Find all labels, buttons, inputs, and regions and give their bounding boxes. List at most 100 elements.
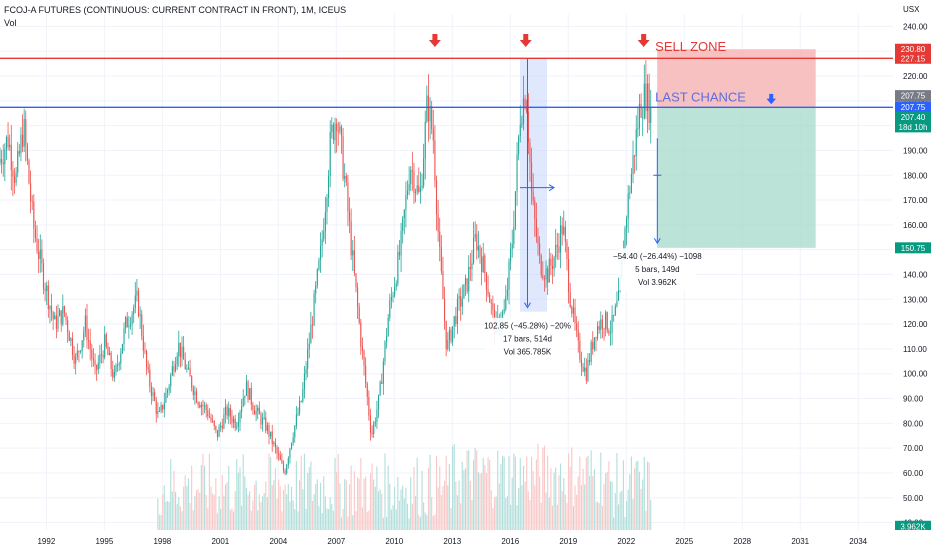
volume-bar xyxy=(287,484,289,530)
candle-body xyxy=(0,159,1,163)
volume-bar xyxy=(640,488,642,530)
candle-body xyxy=(551,265,554,270)
volume-bar xyxy=(611,481,613,530)
volume-bar xyxy=(228,465,230,530)
volume-bar xyxy=(455,481,457,530)
candle-body xyxy=(299,401,301,414)
volume-bar xyxy=(371,463,373,530)
candle-body xyxy=(300,401,302,403)
volume-indicator-label[interactable]: Vol xyxy=(4,18,17,28)
volume-bar xyxy=(344,479,346,530)
candle-body xyxy=(464,278,467,285)
candle-body xyxy=(377,394,380,410)
x-tick-label: 2007 xyxy=(327,537,345,546)
candle-body xyxy=(627,193,629,220)
candle-body xyxy=(471,263,473,270)
volume-bar xyxy=(635,461,637,530)
candle-body xyxy=(529,142,531,163)
candle-body xyxy=(348,211,351,221)
candle-body xyxy=(126,317,128,328)
candle-body xyxy=(382,361,384,384)
volume-bar xyxy=(521,485,523,530)
down-arrow-1 xyxy=(519,34,532,47)
candle-body xyxy=(510,249,512,262)
candle-body xyxy=(315,285,317,294)
volume-bar xyxy=(447,485,449,530)
volume-bar xyxy=(498,483,500,530)
candle-body xyxy=(297,413,299,415)
volume-bar xyxy=(648,462,650,530)
candle-body xyxy=(629,192,631,194)
volume-bar xyxy=(571,447,573,530)
candle-body xyxy=(588,359,591,362)
candle-body xyxy=(584,367,586,372)
volume-bar xyxy=(511,477,513,530)
candle-body xyxy=(543,278,545,280)
candle-body xyxy=(279,455,281,461)
candle-body xyxy=(568,259,570,293)
candle-body xyxy=(83,331,85,341)
candle-body xyxy=(392,295,394,297)
candle-body xyxy=(548,258,550,283)
candle-body xyxy=(316,269,318,286)
volume-bar xyxy=(266,497,268,530)
candle-body xyxy=(626,219,628,229)
candle-body xyxy=(640,103,642,118)
volume-bar xyxy=(168,501,170,530)
candle-body xyxy=(278,453,280,456)
volume-bar xyxy=(582,468,584,530)
candle-body xyxy=(569,292,571,307)
volume-bar xyxy=(650,499,652,530)
candle-body xyxy=(598,326,600,330)
candle-body xyxy=(535,219,537,238)
volume-bar xyxy=(585,457,587,530)
candle-body xyxy=(181,346,183,358)
candle-body xyxy=(595,337,597,339)
volume-bar xyxy=(292,500,294,530)
currency-label: USX xyxy=(903,5,920,14)
volume-bar xyxy=(318,506,320,530)
candle-body xyxy=(284,470,286,474)
candle-body xyxy=(444,299,446,321)
candle-body xyxy=(49,306,51,310)
volume-bar xyxy=(271,485,273,530)
volume-bar xyxy=(289,501,291,530)
candle-body xyxy=(292,437,294,443)
candle-body xyxy=(497,317,499,319)
candle-body xyxy=(105,334,107,347)
volume-bar xyxy=(513,453,515,530)
volume-bar xyxy=(268,453,270,530)
volume-bar xyxy=(418,514,420,530)
volume-bar xyxy=(321,513,323,530)
volume-bar xyxy=(229,509,231,530)
candle-body xyxy=(10,144,12,171)
candle-body xyxy=(57,316,59,329)
candle-body xyxy=(394,286,396,296)
volume-bar xyxy=(448,464,450,530)
volume-bar xyxy=(197,489,199,530)
volume-bar xyxy=(258,494,260,530)
volume-bar xyxy=(505,498,507,530)
candle-body xyxy=(434,140,436,181)
volume-bar xyxy=(444,480,446,530)
volume-bar xyxy=(468,450,470,530)
candle-body xyxy=(199,404,201,408)
volume-bar xyxy=(461,461,463,530)
symbol-title[interactable]: FCOJ-A FUTURES (CONTINUOUS: CURRENT CONT… xyxy=(4,5,347,15)
candle-body xyxy=(249,388,251,400)
volume-bar xyxy=(431,497,433,530)
volume-bar xyxy=(352,515,354,530)
candle-body xyxy=(613,315,615,317)
volume-bar xyxy=(308,467,310,530)
candle-body xyxy=(78,351,80,353)
candle-body xyxy=(123,328,125,345)
volume-bar xyxy=(548,497,550,530)
volume-bar xyxy=(183,486,185,530)
candle-body xyxy=(232,418,235,423)
candle-body xyxy=(55,315,57,329)
candle-body xyxy=(128,325,130,328)
volume-bar xyxy=(421,470,423,530)
volume-bar xyxy=(474,447,476,530)
